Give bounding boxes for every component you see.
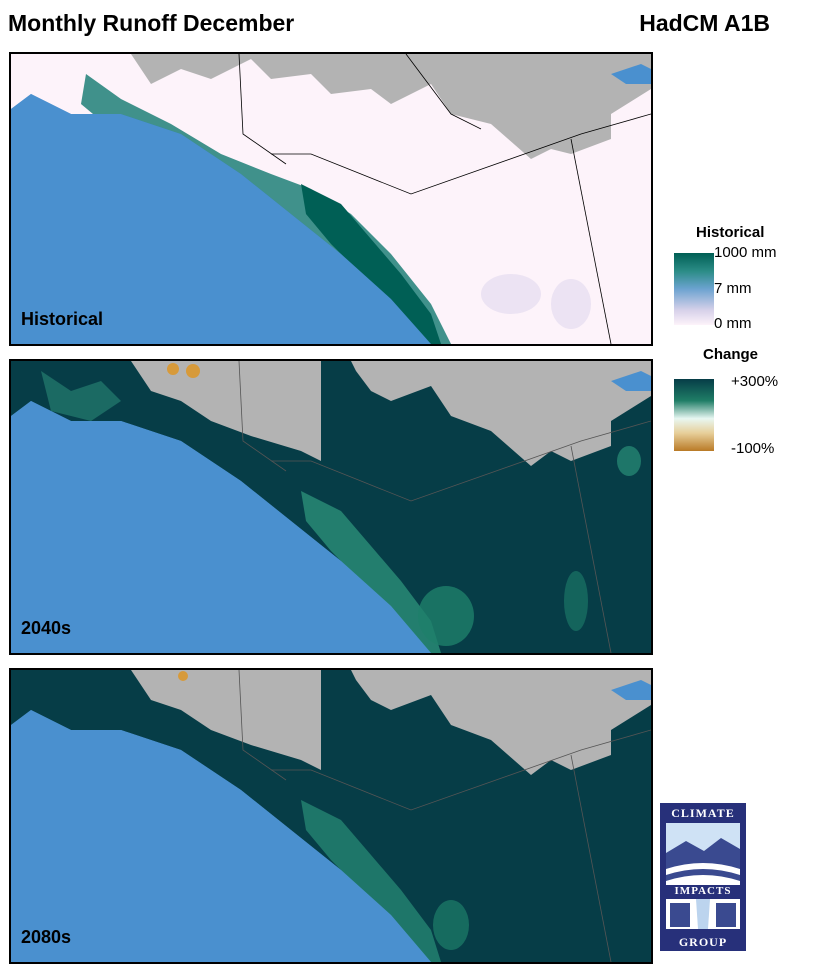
map-panel-historical: Historical	[9, 52, 653, 346]
logo-text-bottom: GROUP	[678, 935, 728, 949]
legend-historical-tick-low: 0 mm	[714, 315, 752, 332]
map-panel-2080s: 2080s	[9, 668, 653, 964]
legend-historical-title: Historical	[696, 224, 765, 241]
climate-impacts-group-logo: CLIMATE IMPACTS GROUP	[660, 803, 746, 951]
historical-map	[11, 54, 651, 344]
panel-label-2040s: 2040s	[21, 618, 72, 638]
logo-emblem-icon	[666, 823, 740, 929]
logo-text-middle: IMPACTS	[674, 885, 732, 897]
legend-change-tick-high: +300%	[731, 373, 779, 390]
legend-historical-colorbar	[674, 253, 714, 325]
legend-historical-tick-high: 1000 mm	[714, 244, 777, 261]
2040s-map	[11, 361, 651, 653]
legend-historical-tick-mid: 7 mm	[714, 280, 752, 297]
2080s-map	[11, 670, 651, 962]
logo-text-top: CLIMATE	[671, 806, 735, 820]
panel-label-2080s: 2080s	[21, 927, 72, 947]
legend-change-tick-low: -100%	[731, 440, 775, 457]
panel-label-historical: Historical	[21, 309, 104, 329]
scenario-title: HadCM A1B	[639, 10, 770, 36]
map-panel-2040s: 2040s	[9, 359, 653, 655]
legend-change-colorbar	[674, 379, 714, 451]
map-title: Monthly Runoff December	[8, 10, 295, 36]
legend-change-title: Change	[703, 346, 759, 363]
